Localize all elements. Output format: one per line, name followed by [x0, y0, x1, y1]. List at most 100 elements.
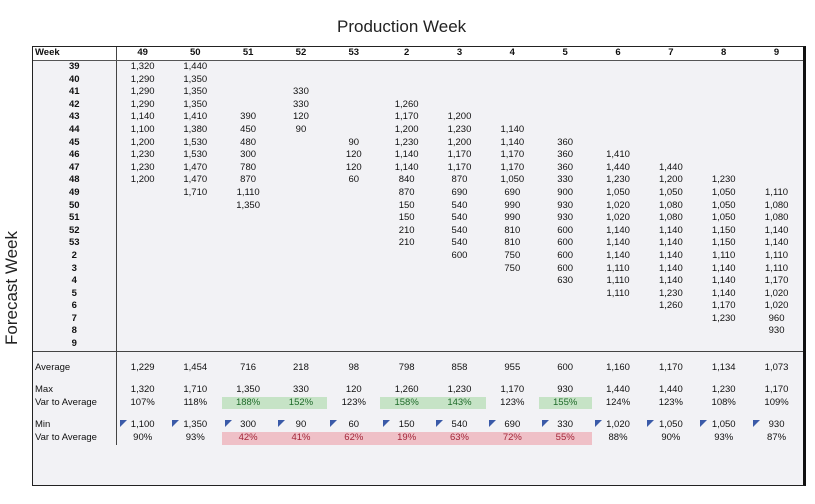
table-row: 50 1,350 150 540 990 930 1,020 1,080 1,050 1,080 [33, 199, 803, 213]
value-cell [380, 288, 433, 301]
value-cell: 1,140 [658, 275, 683, 287]
value-cell [644, 137, 697, 150]
stat-value-cell: 690 [486, 419, 539, 432]
value-cell: 1,200 [447, 111, 472, 123]
value-cell: 120 [293, 111, 309, 123]
value-cell: 1,170 [447, 149, 472, 161]
stat-value-cell: 1,260 [394, 384, 419, 396]
value-cell [169, 237, 222, 250]
stat-value-cell: 1,073 [764, 361, 789, 373]
value-cell: 1,110 [606, 275, 630, 287]
value-cell: 600 [557, 224, 574, 236]
value-cell [592, 325, 645, 338]
forecast-week-cell: 44 [33, 123, 117, 137]
value-cell: 1,140 [606, 224, 630, 236]
value-cell [486, 61, 539, 74]
table-row: 2 600 750 600 1,140 1,140 1,110 1,110 [33, 249, 803, 263]
stat-value-cell: 1,100 [116, 419, 169, 432]
value-cell [697, 99, 750, 112]
stat-row-max-var: Var to Average 107% 118% 188% 152% 123% 158% 14… [33, 396, 803, 410]
value-cell [169, 338, 222, 351]
stat-value-cell: 1,134 [711, 361, 736, 373]
value-cell [116, 212, 169, 225]
value-cell [697, 86, 750, 99]
column-header: 4 [485, 47, 539, 61]
stat-value-cell: 62% [327, 432, 381, 445]
stat-value-cell: 1,229 [130, 361, 155, 373]
table-row: 6 1,260 1,170 1,020 [33, 300, 803, 313]
value-cell: 150 [398, 212, 415, 224]
forecast-week-cell: 2 [33, 249, 117, 263]
stat-value-cell: 55% [538, 432, 592, 445]
table-row: 53 210 540 810 600 1,140 1,140 1,150 1,140 [33, 237, 803, 250]
value-cell: 1,150 [711, 237, 736, 249]
value-cell: 210 [398, 224, 415, 236]
value-cell [169, 325, 222, 338]
stat-value-cell: 1,160 [606, 361, 630, 373]
value-cell [539, 124, 592, 137]
value-cell [486, 86, 539, 99]
value-cell [275, 263, 328, 276]
value-cell: 1,140 [711, 275, 736, 287]
stat-value-cell: 72% [485, 432, 539, 445]
value-cell [697, 149, 750, 162]
value-cell: 1,110 [765, 186, 789, 198]
value-cell [380, 338, 433, 351]
value-cell [275, 61, 328, 74]
table-row: 52 210 540 810 600 1,140 1,140 1,150 1,140 [33, 224, 803, 238]
value-cell [327, 325, 380, 338]
value-cell [380, 74, 433, 87]
stat-value-cell: 716 [240, 361, 257, 373]
value-cell [222, 313, 275, 326]
spacer-row [33, 409, 803, 420]
value-cell: 750 [504, 262, 521, 274]
value-cell [275, 338, 328, 351]
stat-value-cell: 1,710 [183, 384, 208, 396]
value-cell [275, 225, 328, 238]
column-header: 6 [591, 47, 645, 61]
forecast-week-cell: 43 [33, 111, 117, 124]
value-cell: 90 [348, 136, 360, 148]
value-cell [539, 325, 592, 338]
value-cell [644, 149, 697, 162]
value-cell [275, 250, 328, 263]
stat-value-cell: 300 [222, 419, 275, 432]
value-cell: 1,110 [236, 186, 260, 198]
value-cell: 1,350 [183, 86, 208, 98]
value-cell [222, 275, 275, 288]
value-cell: 1,440 [606, 161, 630, 173]
table-row: 43 1,140 1,410 390 120 1,170 1,200 [33, 111, 803, 124]
value-cell: 1,140 [764, 224, 789, 236]
table-row: 8 930 [33, 325, 803, 339]
stat-value-cell: 158% [380, 396, 434, 410]
value-cell: 1,440 [658, 161, 683, 173]
value-cell: 1,200 [394, 123, 419, 135]
stat-value-cell: 87% [767, 432, 787, 444]
value-cell: 1,140 [764, 237, 789, 249]
value-cell: 1,260 [658, 300, 683, 312]
stat-value-cell: 98 [348, 361, 360, 373]
value-cell [327, 313, 380, 326]
value-cell: 1,290 [130, 98, 155, 110]
value-cell [644, 99, 697, 112]
stat-row-min: Min 1,100 1,350 300 90 60 150 540 690 330 1,020 1,0… [33, 419, 803, 433]
value-cell [380, 275, 433, 288]
value-cell [644, 111, 697, 124]
stat-value-cell: 218 [293, 361, 309, 373]
forecast-week-cell: 48 [33, 174, 117, 187]
forecast-week-cell: 51 [33, 212, 117, 225]
stat-value-cell: 93% [714, 432, 734, 444]
value-cell: 1,080 [764, 212, 789, 224]
value-cell [275, 149, 328, 162]
value-cell: 1,230 [711, 312, 736, 324]
forecast-week-cell: 40 [33, 73, 117, 87]
value-cell [380, 300, 433, 313]
value-cell [592, 61, 645, 74]
value-cell [116, 263, 169, 276]
value-cell [222, 325, 275, 338]
value-cell: 990 [504, 199, 521, 211]
value-cell [275, 275, 328, 288]
value-cell [644, 325, 697, 338]
value-cell [697, 61, 750, 74]
value-cell: 1,020 [764, 287, 789, 299]
